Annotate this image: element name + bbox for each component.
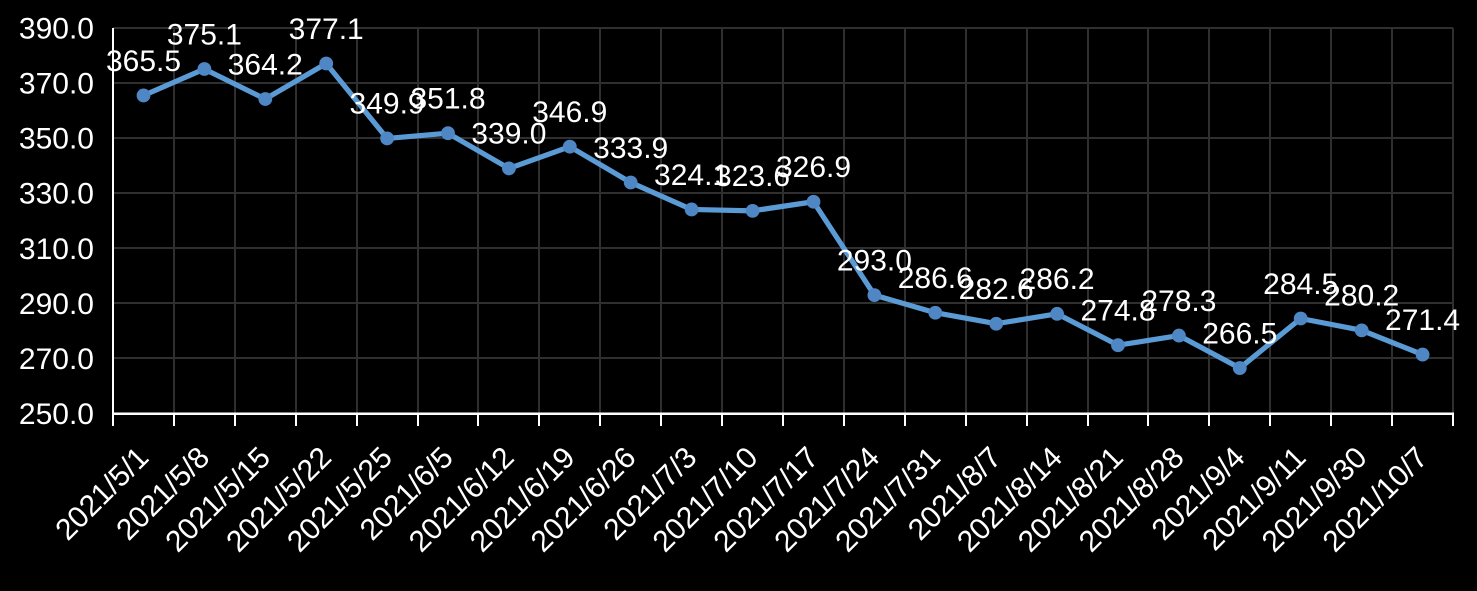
svg-text:286.6: 286.6 [898,262,973,295]
svg-text:365.5: 365.5 [106,45,181,78]
svg-text:370.0: 370.0 [19,68,94,101]
svg-text:323.6: 323.6 [715,160,790,193]
svg-text:377.1: 377.1 [289,13,364,46]
svg-text:349.9: 349.9 [350,88,425,121]
svg-text:310.0: 310.0 [19,233,94,266]
svg-text:333.9: 333.9 [593,132,668,165]
svg-text:293.0: 293.0 [837,244,912,277]
svg-text:290.0: 290.0 [19,288,94,321]
svg-text:250.0: 250.0 [19,398,94,431]
svg-text:282.6: 282.6 [959,273,1034,306]
svg-text:286.2: 286.2 [1020,263,1095,296]
svg-text:271.4: 271.4 [1385,304,1460,337]
svg-text:266.5: 266.5 [1202,317,1277,350]
svg-text:284.5: 284.5 [1263,268,1338,301]
svg-text:280.2: 280.2 [1324,280,1399,313]
svg-text:375.1: 375.1 [167,18,242,51]
svg-text:390.0: 390.0 [19,13,94,46]
svg-text:346.9: 346.9 [532,96,607,129]
svg-text:351.8: 351.8 [410,83,485,116]
svg-text:339.0: 339.0 [471,118,546,151]
svg-text:326.9: 326.9 [776,151,851,184]
svg-text:270.0: 270.0 [19,343,94,376]
svg-text:324.1: 324.1 [654,159,729,192]
svg-text:278.3: 278.3 [1141,285,1216,318]
svg-text:330.0: 330.0 [19,178,94,211]
svg-text:364.2: 364.2 [228,48,303,81]
svg-text:274.8: 274.8 [1080,295,1155,328]
svg-text:350.0: 350.0 [19,123,94,156]
